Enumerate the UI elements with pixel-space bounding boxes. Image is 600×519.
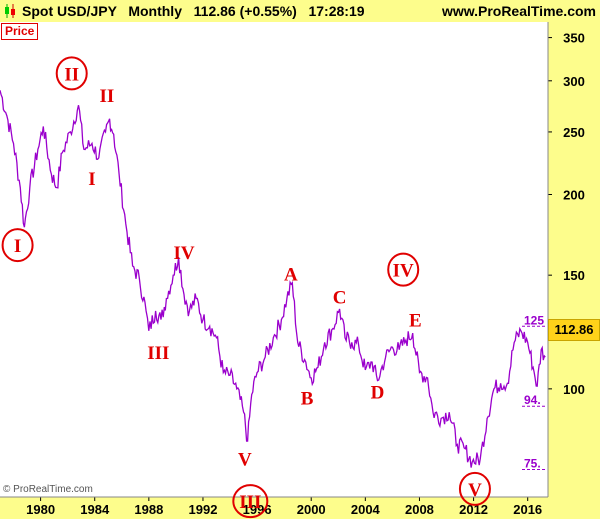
x-tick-label: 1980 [26, 502, 55, 517]
y-tick-label: 300 [563, 74, 585, 89]
instrument-name: Spot USD/JPY [22, 3, 117, 19]
x-tick-label: 2016 [513, 502, 542, 517]
time-axis-panel [0, 497, 600, 519]
last-price-badge: 112.86 [548, 319, 600, 341]
price-axis-panel [548, 22, 600, 497]
wave-label: II [64, 64, 79, 85]
chart-header: Spot USD/JPY Monthly 112.86 (+0.55%) 17:… [0, 0, 600, 22]
wave-label: V [238, 450, 252, 471]
y-tick-label: 150 [563, 268, 585, 283]
y-tick-label: 100 [563, 382, 585, 397]
x-tick-label: 1992 [189, 502, 218, 517]
wave-label: IV [393, 261, 414, 282]
x-tick-label: 2004 [351, 502, 381, 517]
x-tick-label: 1984 [80, 502, 110, 517]
wave-label: I [88, 169, 95, 190]
wave-label: C [333, 288, 347, 309]
panel-label: Price [1, 23, 39, 40]
wave-label: III [147, 343, 169, 364]
wave-label-circle [458, 471, 491, 506]
x-tick-label: 1996 [243, 502, 272, 517]
wave-label: I [14, 236, 21, 257]
wave-label-circle [387, 252, 420, 287]
header-last-price: 112.86 [193, 3, 236, 19]
copyright-text: © ProRealTime.com [3, 484, 93, 495]
y-tick-label: 200 [563, 187, 585, 202]
x-tick-label: 2012 [459, 502, 488, 517]
wave-label: V [468, 480, 482, 501]
timeframe: Monthly [128, 3, 182, 19]
reference-label: 125 [524, 313, 544, 327]
x-tick-label: 1988 [134, 502, 163, 517]
wave-label-circle [232, 484, 269, 519]
price-series-line [0, 90, 546, 468]
reference-label: 94. [524, 393, 541, 407]
wave-label: III [239, 492, 261, 513]
wave-label: D [371, 383, 385, 404]
wave-label: IV [173, 243, 194, 264]
wave-label-circle [55, 56, 88, 91]
header-info: Spot USD/JPY Monthly 112.86 (+0.55%) 17:… [22, 3, 365, 19]
y-tick-label: 350 [563, 31, 585, 46]
x-tick-label: 2000 [297, 502, 326, 517]
y-tick-label: 250 [563, 125, 585, 140]
wave-label: II [99, 86, 114, 107]
reference-label: 75. [524, 457, 541, 471]
wave-label: B [301, 388, 314, 409]
clock-time: 17:28:19 [308, 3, 365, 19]
x-tick-label: 2008 [405, 502, 434, 517]
wave-label: A [284, 264, 298, 285]
wave-label: E [409, 311, 422, 332]
site-url[interactable]: www.ProRealTime.com [441, 3, 596, 19]
price-change: (+0.55%) [239, 3, 297, 19]
candlestick-icon [5, 4, 15, 18]
wave-label-circle [1, 228, 34, 263]
